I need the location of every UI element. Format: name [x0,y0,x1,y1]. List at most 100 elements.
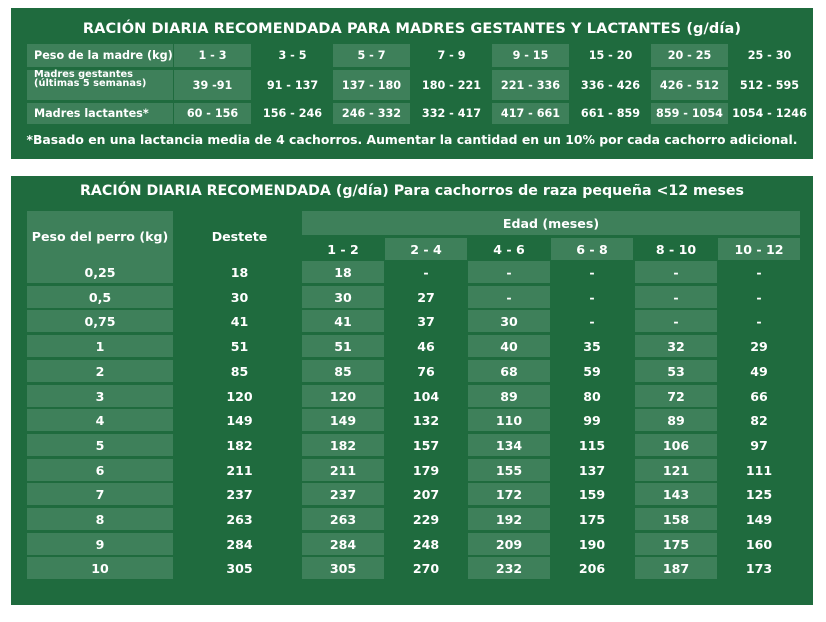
weight-cell: 0,25 [27,261,173,283]
ration-cell: 37 [417,313,435,329]
ration-cell: 72 [635,385,717,407]
ration-cell: 211 [302,459,384,481]
table1-cell: 221 - 336 [492,70,569,100]
ration-cell: 115 [578,437,606,453]
destete-cell: 41 [230,313,249,329]
destete-cell: 305 [226,560,253,576]
age-column-header: 4 - 6 [493,241,525,257]
table1-cell: 859 - 1054 [651,103,728,124]
weight-cell: 0,75 [27,310,173,332]
ration-cell: 40 [468,335,550,357]
ration-cell: 121 [635,459,717,481]
ration-cell: 157 [412,437,440,453]
ration-cell: 76 [417,363,435,379]
destete-cell: 51 [230,338,249,354]
weight-cell: 4 [27,409,173,431]
ration-cell: 143 [635,483,717,505]
ration-cell: - [589,264,595,280]
ration-cell: 270 [412,560,440,576]
ration-cell: 187 [635,557,717,579]
ration-cell: 175 [578,511,606,527]
pregnant-lactating-panel: RACIÓN DIARIA RECOMENDADA PARA MADRES GE… [11,8,813,159]
table1-cell: 25 - 30 [747,49,792,62]
ration-cell: 99 [583,412,601,428]
weight-cell: 3 [27,385,173,407]
ration-cell: 41 [302,310,384,332]
ration-cell: 89 [635,409,717,431]
destete-cell: 85 [230,363,249,379]
ration-cell: - [756,264,762,280]
ration-cell: - [756,313,762,329]
ration-cell: 85 [302,360,384,382]
ration-cell: 27 [417,289,435,305]
weight-cell: 1 [27,335,173,357]
ration-cell: 32 [635,335,717,357]
ration-cell: - [589,313,595,329]
table1-cell: 39 -91 [174,70,251,100]
ration-cell: 82 [750,412,768,428]
weight-cell: 10 [27,557,173,579]
weight-cell: 6 [27,459,173,481]
destete-cell: 120 [226,388,253,404]
table1-cell: 7 - 9 [437,49,466,62]
ration-cell: 68 [468,360,550,382]
destete-cell: 18 [230,264,249,280]
age-column-header: 8 - 10 [655,241,697,257]
ration-cell: 192 [468,508,550,530]
ration-cell: 80 [583,388,601,404]
destete-cell: 182 [226,437,253,453]
ration-cell: 284 [302,533,384,555]
table1-cell: 332 - 417 [421,107,482,120]
ration-cell: 173 [745,560,773,576]
ration-cell: 159 [578,486,606,502]
ration-cell: 66 [750,388,768,404]
ration-cell: 263 [302,508,384,530]
ration-cell: 160 [745,536,773,552]
ration-cell: - [756,289,762,305]
destete-cell: 284 [226,536,253,552]
table1-cell: 512 - 595 [739,78,800,92]
ration-cell: 232 [468,557,550,579]
puppy-ration-panel: RACIÓN DIARIA RECOMENDADA (g/día) Para c… [11,176,813,605]
edad-column-header: Edad (meses) [302,211,800,235]
table1-row-label: Madres gestantes (últimas 5 semanas) [27,70,173,100]
ration-cell: 182 [302,434,384,456]
destete-cell: 211 [226,462,253,478]
table1-cell: 3 - 5 [278,49,307,62]
table1-cell: 336 - 426 [580,78,641,92]
ration-cell: 305 [302,557,384,579]
ration-cell: 46 [417,338,435,354]
ration-cell: 206 [578,560,606,576]
ration-cell: - [589,289,595,305]
ration-cell: 237 [302,483,384,505]
table1-cell: 15 - 20 [588,49,633,62]
table1-cell: 91 - 137 [266,78,319,92]
ration-cell: 248 [412,536,440,552]
ration-cell: 18 [302,261,384,283]
ration-cell: 132 [412,412,440,428]
ration-cell: 209 [468,533,550,555]
table1-cell: 137 - 180 [333,70,410,100]
table1-cell: 156 - 246 [262,107,323,120]
ration-cell: 120 [302,385,384,407]
destete-cell: 149 [226,412,253,428]
ration-cell: 158 [635,508,717,530]
table1-title: RACIÓN DIARIA RECOMENDADA PARA MADRES GE… [82,21,742,37]
table1-cell: 1 - 3 [174,44,251,67]
ration-cell: - [635,286,717,308]
ration-cell: 49 [750,363,768,379]
row-label-line2: (últimas 5 semanas) [34,78,147,89]
ration-cell: 155 [468,459,550,481]
ration-cell: - [635,310,717,332]
row-label-line1: Madres gestantes [34,69,134,80]
age-column-header: 10 - 12 [718,238,800,260]
ration-cell: 229 [412,511,440,527]
destete-cell: 237 [226,486,253,502]
table1-cell: 246 - 332 [333,103,410,124]
ration-cell: 175 [635,533,717,555]
ration-cell: 179 [412,462,440,478]
destete-column-header: Destete [211,228,268,244]
weight-cell: 2 [27,360,173,382]
destete-cell: 30 [230,289,249,305]
ration-cell: 110 [468,409,550,431]
